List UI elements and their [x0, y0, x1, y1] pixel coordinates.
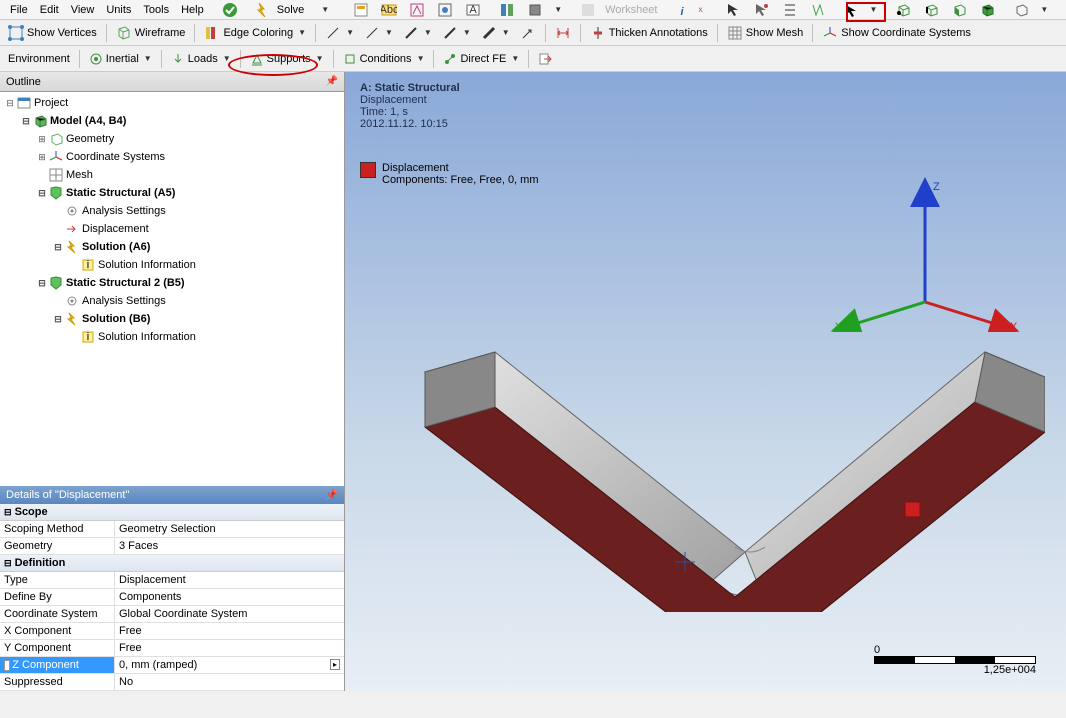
direct-fe-dropdown[interactable]: Direct FE▼	[439, 50, 523, 68]
thicken-annotations-button[interactable]: Thicken Annotations	[586, 23, 712, 43]
view-cube-icon[interactable]: ▼	[1007, 0, 1060, 20]
sel-icon-1[interactable]	[720, 0, 748, 20]
info-icon[interactable]: ix	[669, 1, 714, 19]
viewport-title: A: Static Structural Displacement Time: …	[360, 82, 460, 130]
cursor-icon[interactable]: ▼	[838, 1, 889, 19]
tb-icon-3[interactable]	[403, 0, 431, 20]
scale-bar: 0 1,25e+004	[874, 644, 1036, 676]
tree-item[interactable]: ⊟Model (A4, B4)	[0, 112, 344, 130]
cube-edge-icon[interactable]	[917, 0, 945, 20]
menubar: File Edit View Units Tools Help Solve▼ A…	[0, 0, 1066, 20]
supports-dropdown[interactable]: Supports▼	[246, 50, 328, 68]
model-3d	[365, 192, 1045, 612]
details-row[interactable]: Z Component0, mm (ramped)▸	[0, 657, 344, 674]
solve-button[interactable]: Solve▼	[250, 0, 341, 20]
details-header: Details of "Displacement" 📌	[0, 486, 344, 504]
details-title: Details of "Displacement"	[6, 489, 129, 501]
tree-item[interactable]: ⊟Solution (B6)	[0, 310, 344, 328]
svg-text:A: A	[470, 4, 478, 16]
tree-item[interactable]: Analysis Settings	[0, 202, 344, 220]
inertial-dropdown[interactable]: Inertial▼	[85, 50, 156, 68]
svg-text:Abc: Abc	[381, 4, 397, 16]
tree-item[interactable]: ⊟Project	[0, 94, 344, 112]
tb-icon-6[interactable]	[493, 0, 521, 20]
tree-item[interactable]: ⊞Geometry	[0, 130, 344, 148]
details-row[interactable]: TypeDisplacement	[0, 572, 344, 589]
context-toolbar: Environment Inertial▼ Loads▼ Supports▼ C…	[0, 46, 1066, 72]
menu-units[interactable]: Units	[100, 2, 137, 18]
show-vertices-button[interactable]: Show Vertices	[4, 23, 101, 43]
tb-icon-7[interactable]: ▼	[521, 0, 574, 20]
show-mesh-button[interactable]: Show Mesh	[723, 23, 807, 43]
tb-icon-4[interactable]	[431, 0, 459, 20]
toolbar-display: Show Vertices Wireframe Edge Coloring▼ ▼…	[0, 20, 1066, 46]
loads-dropdown[interactable]: Loads▼	[167, 50, 235, 68]
pin-icon[interactable]: 📌	[326, 76, 338, 87]
cube-face-icon[interactable]	[945, 0, 973, 20]
tb-icon-5[interactable]: A	[459, 0, 487, 20]
cube-vertex-icon[interactable]	[889, 0, 917, 20]
outline-header: Outline 📌	[0, 72, 344, 92]
details-row[interactable]: X ComponentFree	[0, 623, 344, 640]
legend-swatch	[360, 162, 376, 178]
menu-view[interactable]: View	[65, 2, 101, 18]
details-panel: ⊟ ScopeScoping MethodGeometry SelectionG…	[0, 504, 344, 691]
left-panel: Outline 📌 ⊟Project⊟Model (A4, B4)⊞Geomet…	[0, 72, 345, 691]
menu-help[interactable]: Help	[175, 2, 210, 18]
menu-file[interactable]: File	[4, 2, 34, 18]
tree-item[interactable]: ⊟Static Structural 2 (B5)	[0, 274, 344, 292]
viewport-legend: Displacement Components: Free, Free, 0, …	[360, 162, 539, 186]
tree-item[interactable]: iSolution Information	[0, 328, 344, 346]
tree-item[interactable]: ⊟Solution (A6)	[0, 238, 344, 256]
outline-title: Outline	[6, 76, 41, 88]
details-pin-icon[interactable]: 📌	[326, 490, 338, 501]
tb-icon-1[interactable]	[347, 0, 375, 20]
details-row[interactable]: Y ComponentFree	[0, 640, 344, 657]
worksheet-button: Worksheet	[574, 0, 669, 20]
tree-item[interactable]: ⊞Coordinate Systems	[0, 148, 344, 166]
svg-text:i: i	[681, 6, 685, 17]
edge-thin-1[interactable]: ▼	[321, 23, 358, 43]
main-area: Outline 📌 ⊟Project⊟Model (A4, B4)⊞Geomet…	[0, 72, 1066, 691]
edge-thin-2[interactable]: ▼	[360, 23, 397, 43]
tree-item[interactable]: iSolution Information	[0, 256, 344, 274]
details-row[interactable]: SuppressedNo	[0, 674, 344, 691]
wireframe-button[interactable]: Wireframe	[112, 23, 190, 43]
edge-med-1[interactable]: ▼	[399, 23, 436, 43]
environment-label: Environment	[4, 51, 74, 67]
details-section-header[interactable]: ⊟ Definition	[0, 555, 344, 572]
sel-icon-2[interactable]	[748, 0, 776, 20]
edge-med-2[interactable]: ▼	[438, 23, 475, 43]
sel-icon-4[interactable]	[804, 0, 832, 20]
tree-item[interactable]: Analysis Settings	[0, 292, 344, 310]
tb-icon-abc[interactable]: Abc	[375, 0, 403, 20]
tree-item[interactable]: Displacement	[0, 220, 344, 238]
tree-item[interactable]: Mesh	[0, 166, 344, 184]
details-row[interactable]: Define ByComponents	[0, 589, 344, 606]
svg-text:i: i	[87, 331, 89, 343]
edge-thick[interactable]: ▼	[477, 23, 514, 43]
details-section-header[interactable]: ⊟ Scope	[0, 504, 344, 521]
outline-tree[interactable]: ⊟Project⊟Model (A4, B4)⊞Geometry⊞Coordin…	[0, 92, 344, 486]
details-row[interactable]: Scoping MethodGeometry Selection	[0, 521, 344, 538]
check-icon[interactable]	[216, 0, 244, 20]
cube-body-icon[interactable]	[973, 0, 1001, 20]
edge-coloring-button[interactable]: Edge Coloring▼	[200, 23, 310, 43]
edge-arrow[interactable]	[516, 23, 540, 43]
viewport[interactable]: A: Static Structural Displacement Time: …	[345, 72, 1066, 691]
svg-text:i: i	[87, 259, 89, 271]
details-row[interactable]: Coordinate SystemGlobal Coordinate Syste…	[0, 606, 344, 623]
menu-edit[interactable]: Edit	[34, 2, 65, 18]
details-row[interactable]: Geometry3 Faces	[0, 538, 344, 555]
dim-icon[interactable]	[551, 23, 575, 43]
conditions-dropdown[interactable]: Conditions▼	[339, 50, 429, 68]
tree-item[interactable]: ⊟Static Structural (A5)	[0, 184, 344, 202]
menu-tools[interactable]: Tools	[137, 2, 175, 18]
show-cs-button[interactable]: Show Coordinate Systems	[818, 23, 975, 43]
sel-icon-3[interactable]	[776, 0, 804, 20]
exit-icon[interactable]	[534, 50, 556, 68]
